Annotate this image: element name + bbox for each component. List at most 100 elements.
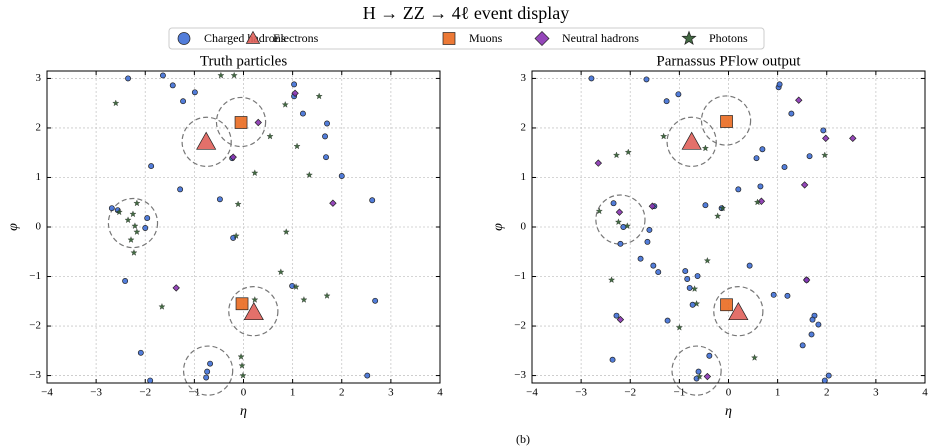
- cone-circle: [107, 197, 159, 249]
- particle: [643, 76, 650, 83]
- particle: [251, 169, 259, 176]
- particle: [594, 159, 603, 167]
- x-tick-label: −4: [41, 387, 53, 399]
- particle: [180, 98, 187, 105]
- particle: [235, 297, 249, 311]
- particle: [753, 155, 760, 162]
- particle: [169, 82, 176, 89]
- particle: [158, 303, 166, 310]
- particle: [251, 296, 259, 303]
- x-tick-label: −3: [575, 387, 587, 399]
- particle: [693, 375, 700, 382]
- x-tick-label: 1: [290, 387, 296, 399]
- particle: [821, 151, 829, 159]
- y-axis-label: φ: [491, 223, 506, 231]
- particle: [650, 262, 657, 269]
- y-tick-label: −3: [29, 369, 41, 381]
- particle: [703, 372, 712, 381]
- particle: [695, 368, 702, 375]
- particle: [694, 273, 701, 279]
- legend-label: Charged hadrons: [204, 31, 286, 45]
- particle: [230, 234, 237, 241]
- particle: [648, 202, 657, 210]
- particle: [644, 238, 651, 245]
- legend-marker: [534, 31, 550, 46]
- particle: [129, 210, 137, 218]
- particle: [799, 342, 806, 349]
- particle: [369, 197, 376, 204]
- particle: [207, 360, 214, 367]
- particle: [127, 236, 135, 243]
- particle: [684, 276, 691, 282]
- particle: [757, 183, 764, 190]
- particle: [130, 249, 138, 256]
- particle: [203, 374, 210, 381]
- particle: [148, 163, 155, 170]
- particle: [655, 269, 662, 276]
- particle: [147, 377, 154, 384]
- x-tick-label: 2: [339, 387, 345, 399]
- particle: [735, 186, 742, 193]
- particle: [681, 131, 702, 150]
- particle: [588, 75, 595, 82]
- particle: [615, 208, 624, 216]
- legend-marker: [177, 32, 191, 45]
- cone-circle: [700, 95, 752, 146]
- x-axis-label: η: [725, 404, 732, 419]
- particle: [770, 291, 777, 298]
- x-tick-label: −1: [189, 387, 201, 399]
- particle: [293, 142, 301, 150]
- y-tick-label: 3: [521, 72, 527, 84]
- particle: [112, 99, 120, 107]
- particle: [706, 352, 713, 359]
- plot-frame: [46, 70, 441, 384]
- particle: [701, 144, 709, 152]
- caption: (b): [516, 432, 530, 446]
- particle: [131, 222, 139, 229]
- particle: [172, 284, 180, 292]
- particle: [217, 71, 225, 79]
- y-tick-label: −3: [514, 369, 526, 381]
- plot-frame: [531, 70, 926, 384]
- x-tick-label: 4: [922, 387, 928, 399]
- y-tick-label: −2: [29, 320, 41, 332]
- cone-circle: [181, 116, 232, 167]
- particle: [282, 228, 290, 235]
- particle: [291, 81, 298, 88]
- particle: [795, 96, 803, 104]
- cone-circle: [215, 96, 267, 148]
- particle: [800, 181, 809, 189]
- x-tick-label: 1: [775, 387, 781, 399]
- y-tick-label: 2: [36, 121, 42, 133]
- particle: [776, 81, 783, 88]
- cone-circle: [713, 286, 764, 337]
- particle: [204, 368, 211, 375]
- particle: [646, 227, 653, 233]
- particle: [329, 199, 337, 207]
- particle: [229, 153, 237, 161]
- particle: [623, 222, 631, 229]
- particle: [196, 131, 217, 150]
- particle: [277, 268, 285, 276]
- particle: [191, 89, 198, 96]
- particle: [637, 255, 644, 262]
- particle: [125, 75, 132, 82]
- particle: [613, 151, 620, 159]
- particle: [133, 199, 141, 207]
- particle: [613, 312, 620, 319]
- particle: [784, 292, 791, 299]
- y-tick-label: −1: [29, 270, 41, 282]
- particle: [364, 372, 371, 379]
- particle: [702, 202, 709, 209]
- particle: [122, 278, 129, 284]
- particle: [754, 198, 761, 206]
- particle: [305, 171, 313, 178]
- cone-circle: [228, 286, 279, 337]
- particle: [159, 72, 166, 79]
- particle: [609, 356, 616, 363]
- particle: [714, 212, 722, 220]
- particle: [809, 316, 816, 323]
- particle: [802, 276, 811, 284]
- particle: [759, 146, 766, 153]
